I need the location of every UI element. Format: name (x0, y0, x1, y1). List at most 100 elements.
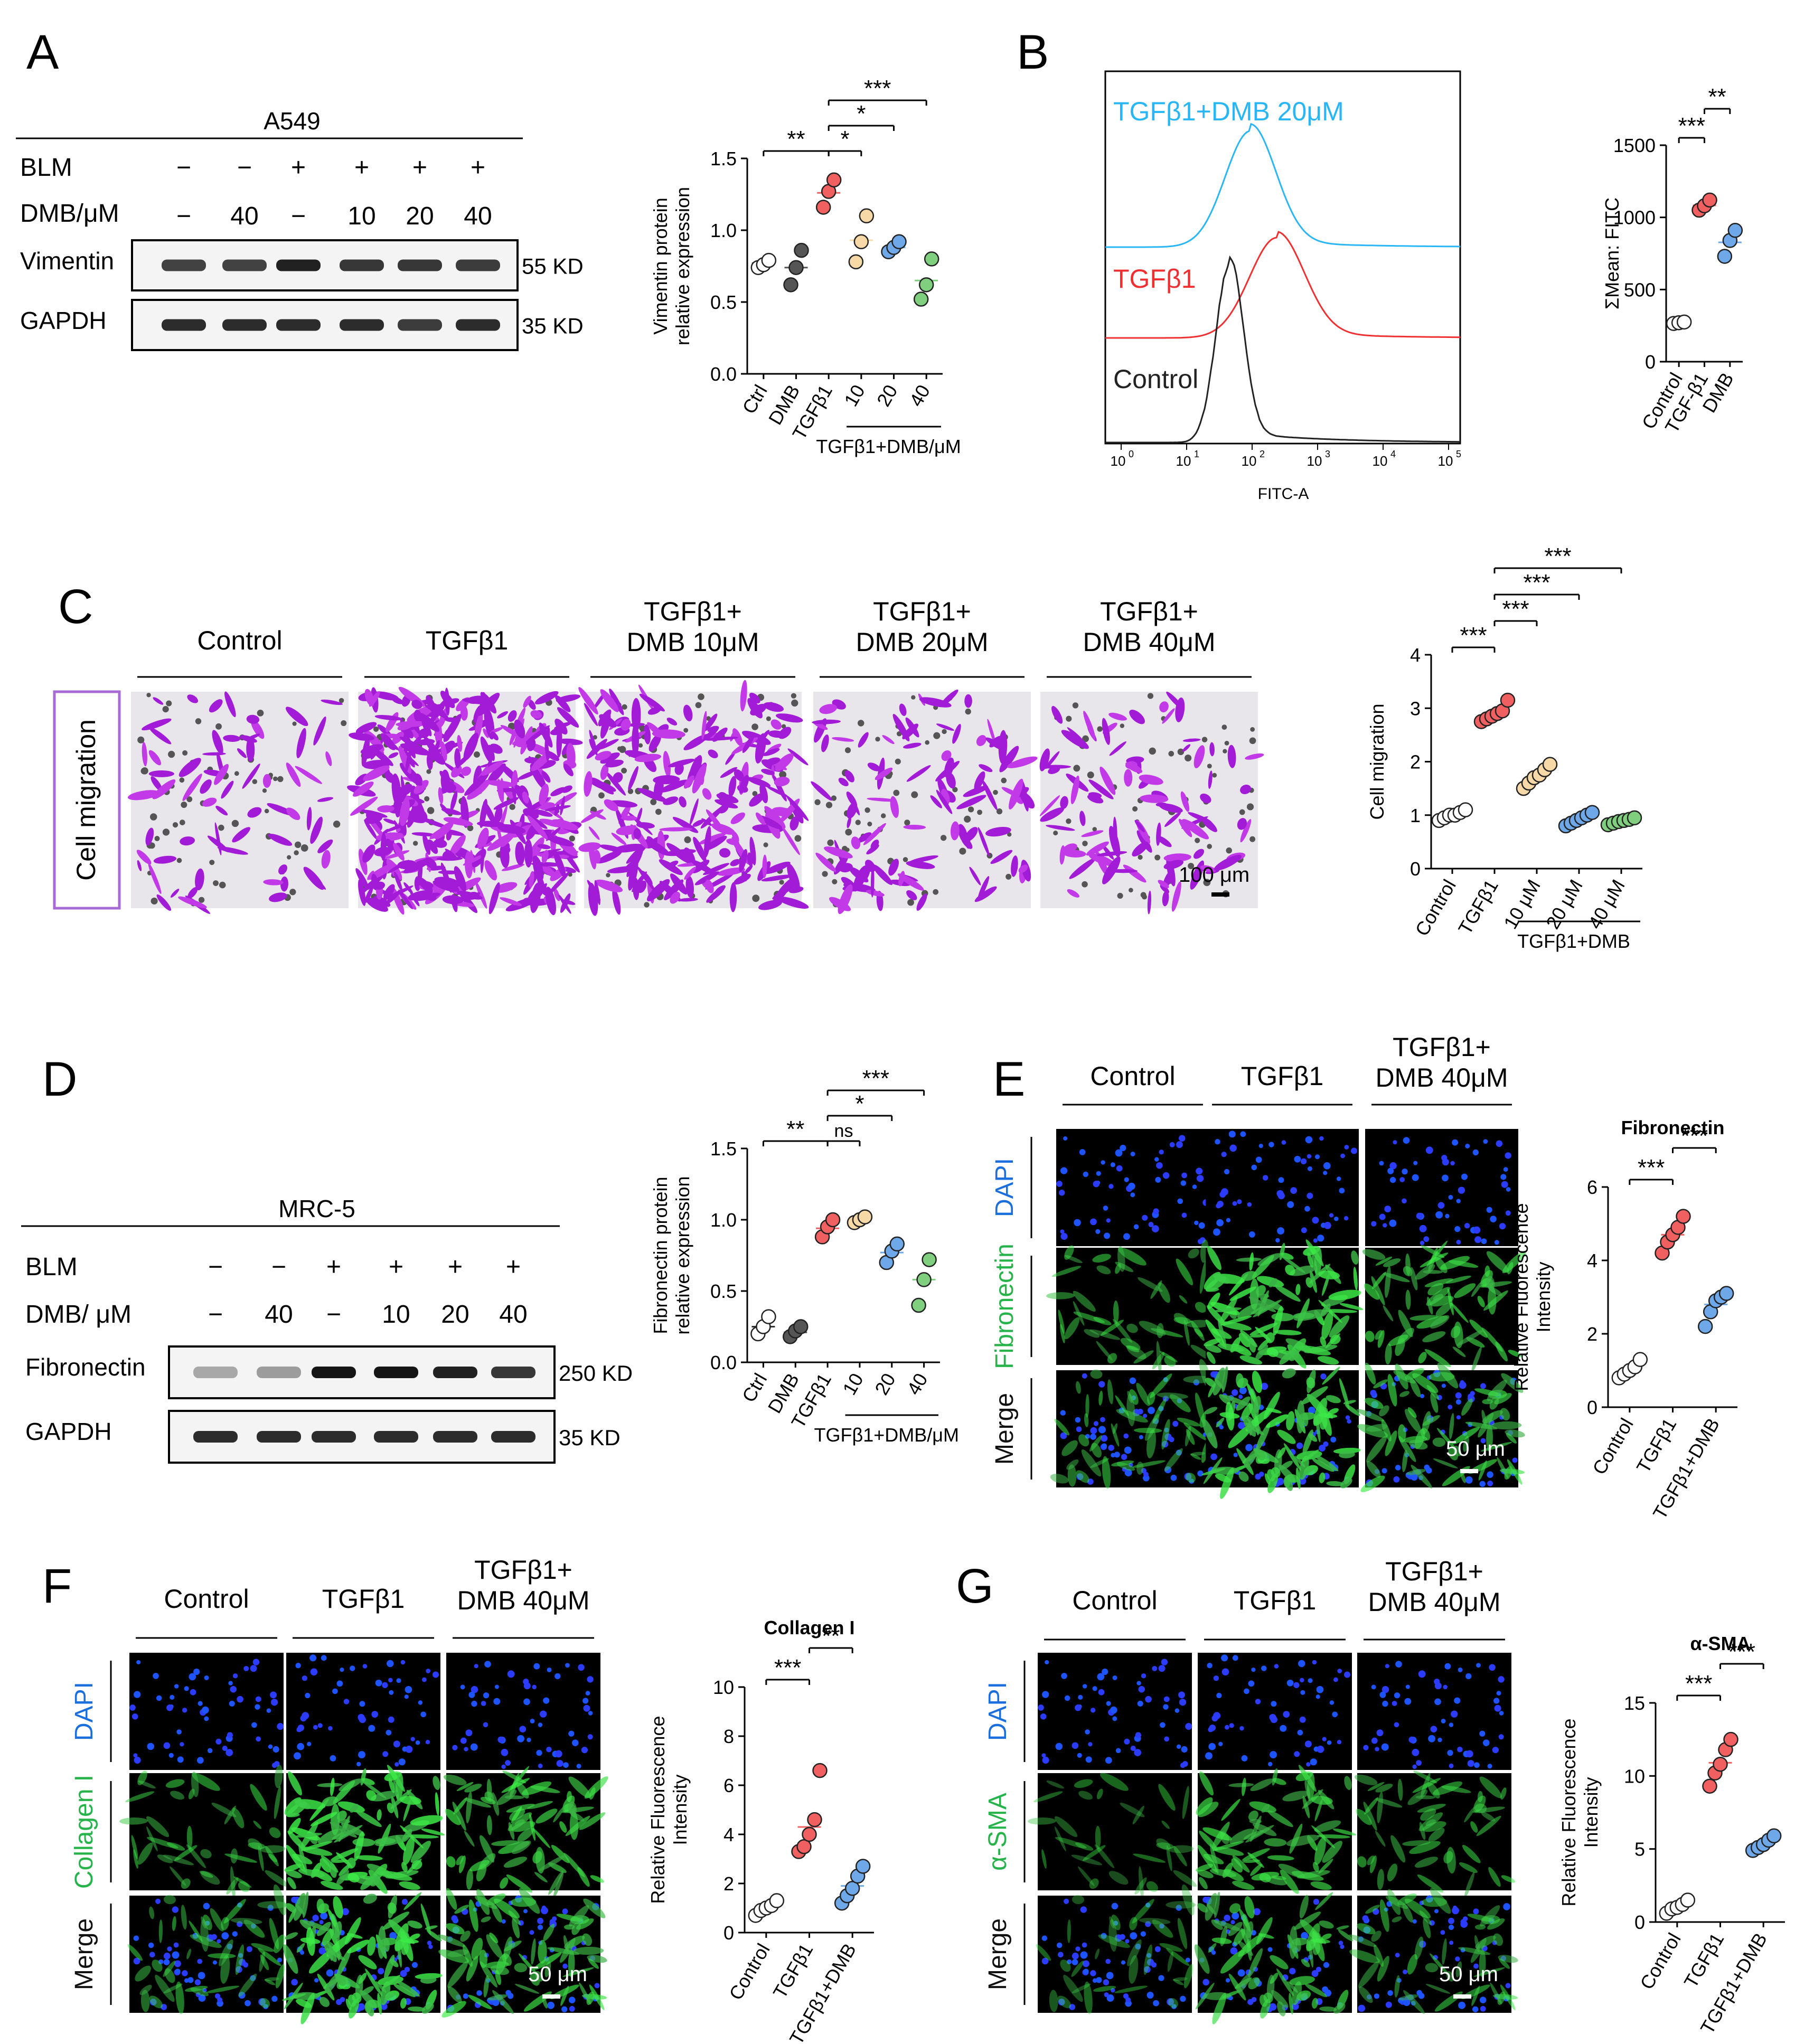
cell-body (1293, 1911, 1321, 1930)
cell-body (858, 732, 869, 748)
cell-body (355, 1855, 383, 1861)
cell-nucleus (1185, 1957, 1190, 1963)
cell-body (470, 892, 481, 899)
cell-nucleus (1098, 1689, 1105, 1696)
cell-body (1152, 1398, 1167, 1424)
cell-nucleus (1382, 1686, 1389, 1693)
cell-nucleus (752, 894, 760, 902)
cell-nucleus (1142, 894, 1147, 900)
cell-body (1425, 1963, 1439, 1973)
cell-nucleus (1384, 1205, 1392, 1213)
cell-body (358, 879, 366, 906)
data-point (1676, 314, 1692, 330)
cell-body (136, 850, 152, 865)
cell-body (247, 733, 260, 740)
cell-nucleus (405, 1685, 412, 1693)
cell-nucleus (168, 1753, 174, 1758)
blot-blm-sign: + (354, 154, 369, 182)
cell-body (1172, 1979, 1184, 1985)
cell-body (1098, 1934, 1130, 1948)
cell-body (678, 898, 698, 902)
cell-body (1245, 1423, 1264, 1435)
cell-body (1394, 1975, 1400, 1998)
cell-nucleus (1224, 740, 1229, 746)
cell-nucleus (368, 1725, 375, 1732)
cell-body (1282, 1791, 1309, 1802)
cell-body (445, 687, 450, 716)
cell-body (964, 694, 972, 708)
cell-body (421, 1828, 445, 1836)
cell-body (1179, 1295, 1188, 1304)
blot-band (491, 1431, 535, 1443)
cell-body (1432, 1437, 1446, 1447)
cell-body (566, 743, 576, 767)
blot-band (433, 1367, 477, 1378)
cell-body (377, 1809, 382, 1821)
cell-body (400, 1998, 407, 2009)
cell-nucleus (1245, 1444, 1253, 1452)
cell-nucleus (1176, 1744, 1181, 1749)
cell-nucleus (289, 889, 296, 896)
cell-body (1233, 1928, 1246, 1946)
y-tick-label: 0 (1634, 1911, 1645, 1933)
cell-nucleus (1458, 1667, 1463, 1672)
cell-body (288, 1908, 296, 1923)
cell-body (1385, 1343, 1392, 1365)
cell-body (1215, 1474, 1231, 1483)
cell-nucleus (218, 824, 224, 831)
cell-body (1161, 1419, 1170, 1450)
cell-nucleus (1082, 841, 1088, 846)
y-tick-label: 3 (1410, 698, 1421, 719)
cell-nucleus (219, 881, 226, 889)
cell-body (403, 859, 430, 873)
cell-body (1371, 1930, 1382, 1942)
cell-nucleus (209, 860, 215, 865)
cell-body (1200, 865, 1216, 872)
cell-nucleus (1425, 1146, 1433, 1154)
cell-body (1194, 1328, 1204, 1337)
cell-body (750, 703, 767, 716)
cell-body (1168, 1845, 1194, 1853)
cell-body (195, 868, 204, 891)
cell-body (1162, 708, 1175, 724)
cell-nucleus (1104, 1992, 1109, 1998)
cell-nucleus (587, 1676, 594, 1683)
cell-nucleus (404, 1966, 410, 1972)
cell-nucleus (1503, 1903, 1510, 1910)
cell-body (483, 728, 489, 738)
cell-body (1166, 1948, 1190, 1966)
cell-nucleus (310, 1668, 318, 1676)
cell-body (1124, 769, 1133, 787)
cell-body (730, 812, 745, 824)
fluorescence-image (1038, 1896, 1192, 2013)
cell-body (1333, 1447, 1361, 1454)
cell-nucleus (1487, 1471, 1493, 1478)
cell-body (1464, 1806, 1476, 1823)
cell-nucleus (255, 1704, 260, 1710)
blot-band (162, 259, 206, 271)
cell-nucleus (1092, 1978, 1097, 1983)
y-axis-label: Relative Fluorescence (1558, 1718, 1580, 1906)
cell-body (1363, 1801, 1377, 1831)
cell-body (1158, 880, 1169, 888)
cell-body (1168, 1998, 1178, 2008)
cell-body (253, 1820, 261, 1829)
cell-nucleus (184, 1978, 189, 1983)
cell-body (1276, 1968, 1294, 1996)
cell-body (612, 888, 621, 915)
cell-nucleus (1499, 1711, 1504, 1716)
cell-body (464, 773, 489, 796)
blot-protein-label: Fibronectin (25, 1353, 146, 1381)
cell-body (600, 752, 620, 764)
cell-body (1369, 1855, 1377, 1873)
cell-nucleus (855, 820, 861, 825)
significance-label: ns (834, 1121, 853, 1141)
cell-body (365, 1968, 383, 1996)
cell-nucleus (1197, 1470, 1204, 1477)
y-tick-label: 2 (1587, 1323, 1597, 1345)
cell-body (1318, 1413, 1338, 1418)
cell-body (1239, 1355, 1263, 1365)
cell-body (611, 832, 627, 845)
cell-body (514, 1984, 540, 1994)
cell-body (1088, 853, 1115, 866)
